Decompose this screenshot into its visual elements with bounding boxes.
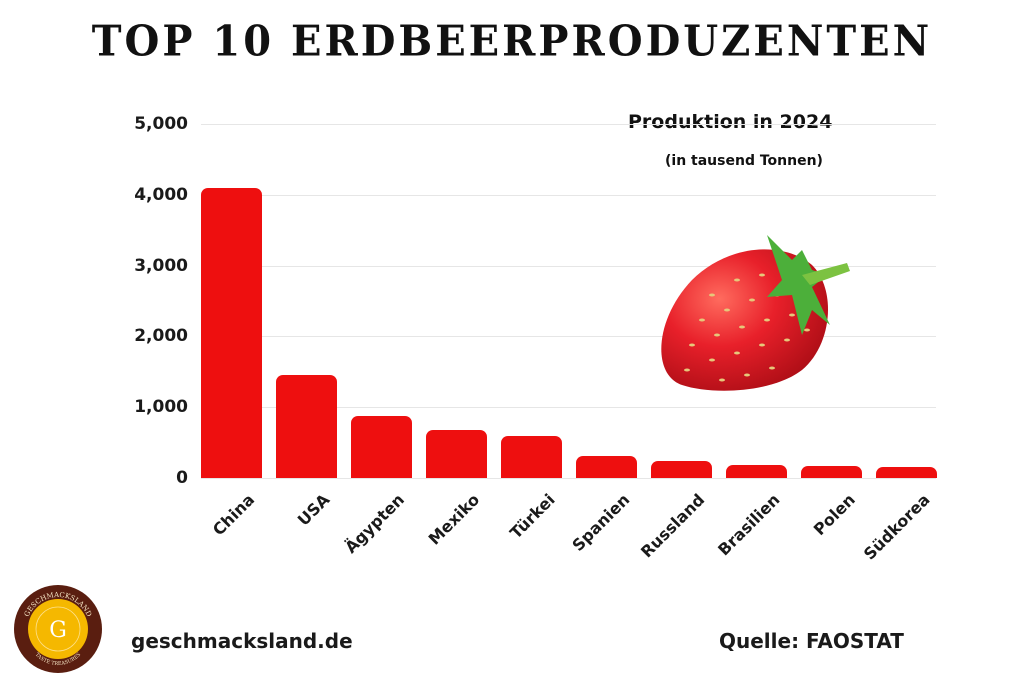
x-tick-label: Mexiko xyxy=(424,490,484,549)
y-tick-label: 3,000 xyxy=(134,255,188,276)
x-tick-label: Brasilien xyxy=(714,490,784,560)
bar-ägypten[interactable] xyxy=(351,415,412,478)
x-tick-label: Polen xyxy=(809,490,859,540)
chart-subtitle: (in tausend Tonnen) xyxy=(665,153,823,169)
x-tick-label: Spanien xyxy=(568,490,634,555)
bar-mexiko[interactable] xyxy=(426,429,487,478)
gridline xyxy=(201,265,936,267)
geschmacksland-logo: G GESCHMACKSLAND TASTE TREASURES xyxy=(14,585,102,673)
plot-area xyxy=(201,124,937,479)
bar-türkei[interactable] xyxy=(501,436,562,478)
gridline xyxy=(201,194,936,196)
gridline xyxy=(201,124,936,125)
y-tick-label: 2,000 xyxy=(134,326,188,347)
gridline xyxy=(201,478,936,479)
source-label: Quelle: FAOSTAT xyxy=(719,629,904,653)
gridline xyxy=(201,336,936,338)
bar-spanien[interactable] xyxy=(576,456,637,478)
bar-polen[interactable] xyxy=(801,466,862,478)
y-tick-label: 5,000 xyxy=(134,114,188,134)
chart-title: Produktion in 2024 xyxy=(628,111,833,133)
gridline xyxy=(201,407,936,409)
y-tick-label: 0 xyxy=(176,468,188,488)
website-link[interactable]: geschmacksland.de xyxy=(131,629,353,653)
bar-brasilien[interactable] xyxy=(726,464,787,478)
x-tick-label: USA xyxy=(293,490,334,530)
strawberry-icon xyxy=(661,235,850,391)
x-tick-label: China xyxy=(209,490,259,540)
bar-südkorea[interactable] xyxy=(876,466,937,478)
page-title: TOP 10 ERDBEERPRODUZENTEN xyxy=(91,16,933,67)
x-tick-label: Südkorea xyxy=(859,490,934,564)
x-tick-label: Ägypten xyxy=(341,490,409,557)
bar-usa[interactable] xyxy=(276,375,337,478)
x-tick-label: Russland xyxy=(637,490,709,562)
bar-russland[interactable] xyxy=(651,461,712,478)
bar-china[interactable] xyxy=(201,187,262,478)
logo-letter: G xyxy=(49,618,67,643)
y-tick-label: 1,000 xyxy=(134,397,188,418)
y-tick-label: 4,000 xyxy=(134,184,188,205)
x-tick-label: Türkei xyxy=(505,490,559,543)
